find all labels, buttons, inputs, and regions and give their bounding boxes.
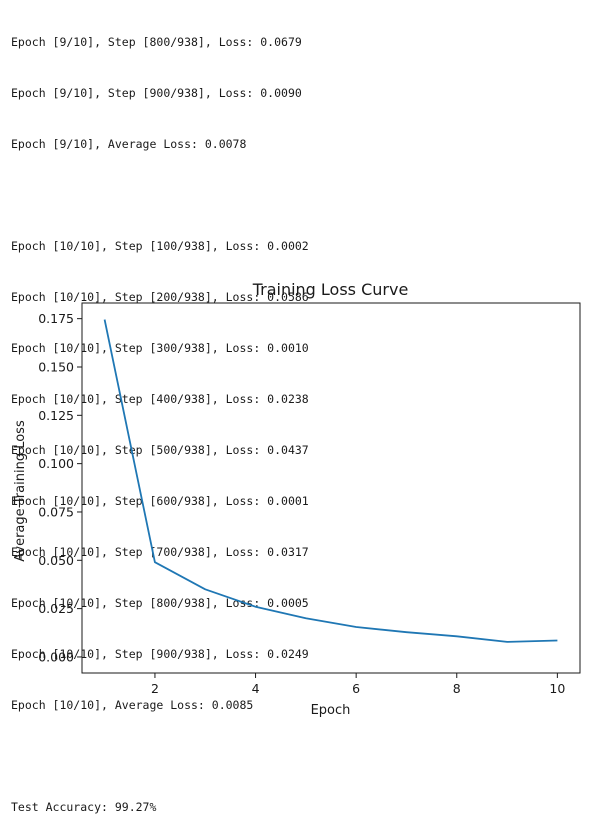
loss-series-line: [105, 320, 558, 642]
log-line: Epoch [9/10], Average Loss: 0.0078: [11, 136, 309, 153]
test-accuracy-line: Test Accuracy: 99.27%: [11, 799, 309, 816]
plot-area: 2 4 6 8 10 0.000 0.025 0.050 0.075 0.100 0.125 0.15…: [38, 303, 580, 696]
y-axis-label: Average Training Loss: [13, 420, 28, 562]
log-line: Epoch [9/10], Step [800/938], Loss: 0.06…: [11, 34, 309, 51]
y-tick-label: 0.000: [38, 649, 74, 664]
x-tick-label: 10: [549, 681, 565, 696]
y-tick-label: 0.025: [38, 601, 74, 616]
y-tick-label: 0.075: [38, 504, 74, 519]
log-blank-line: [11, 187, 309, 204]
x-tick-label: 8: [453, 681, 461, 696]
x-tick-label: 2: [151, 681, 159, 696]
y-tick-label: 0.100: [38, 456, 74, 471]
y-tick-label: 0.175: [38, 311, 74, 326]
x-tick-label: 4: [252, 681, 260, 696]
log-line: Epoch [9/10], Step [900/938], Loss: 0.00…: [11, 85, 309, 102]
chart-title: Training Loss Curve: [252, 280, 409, 299]
y-tick-label: 0.150: [38, 359, 74, 374]
log-line: Epoch [10/10], Step [100/938], Loss: 0.0…: [11, 238, 309, 255]
plot-frame: [82, 303, 580, 673]
log-blank-line: [11, 748, 309, 765]
x-axis-label: Epoch: [311, 703, 351, 718]
training-loss-chart: Training Loss Curve 2 4 6 8 10 0.000 0.025 0.05…: [0, 275, 597, 720]
x-tick-label: 6: [352, 681, 360, 696]
y-tick-label: 0.050: [38, 553, 74, 568]
y-tick-label: 0.125: [38, 408, 74, 423]
